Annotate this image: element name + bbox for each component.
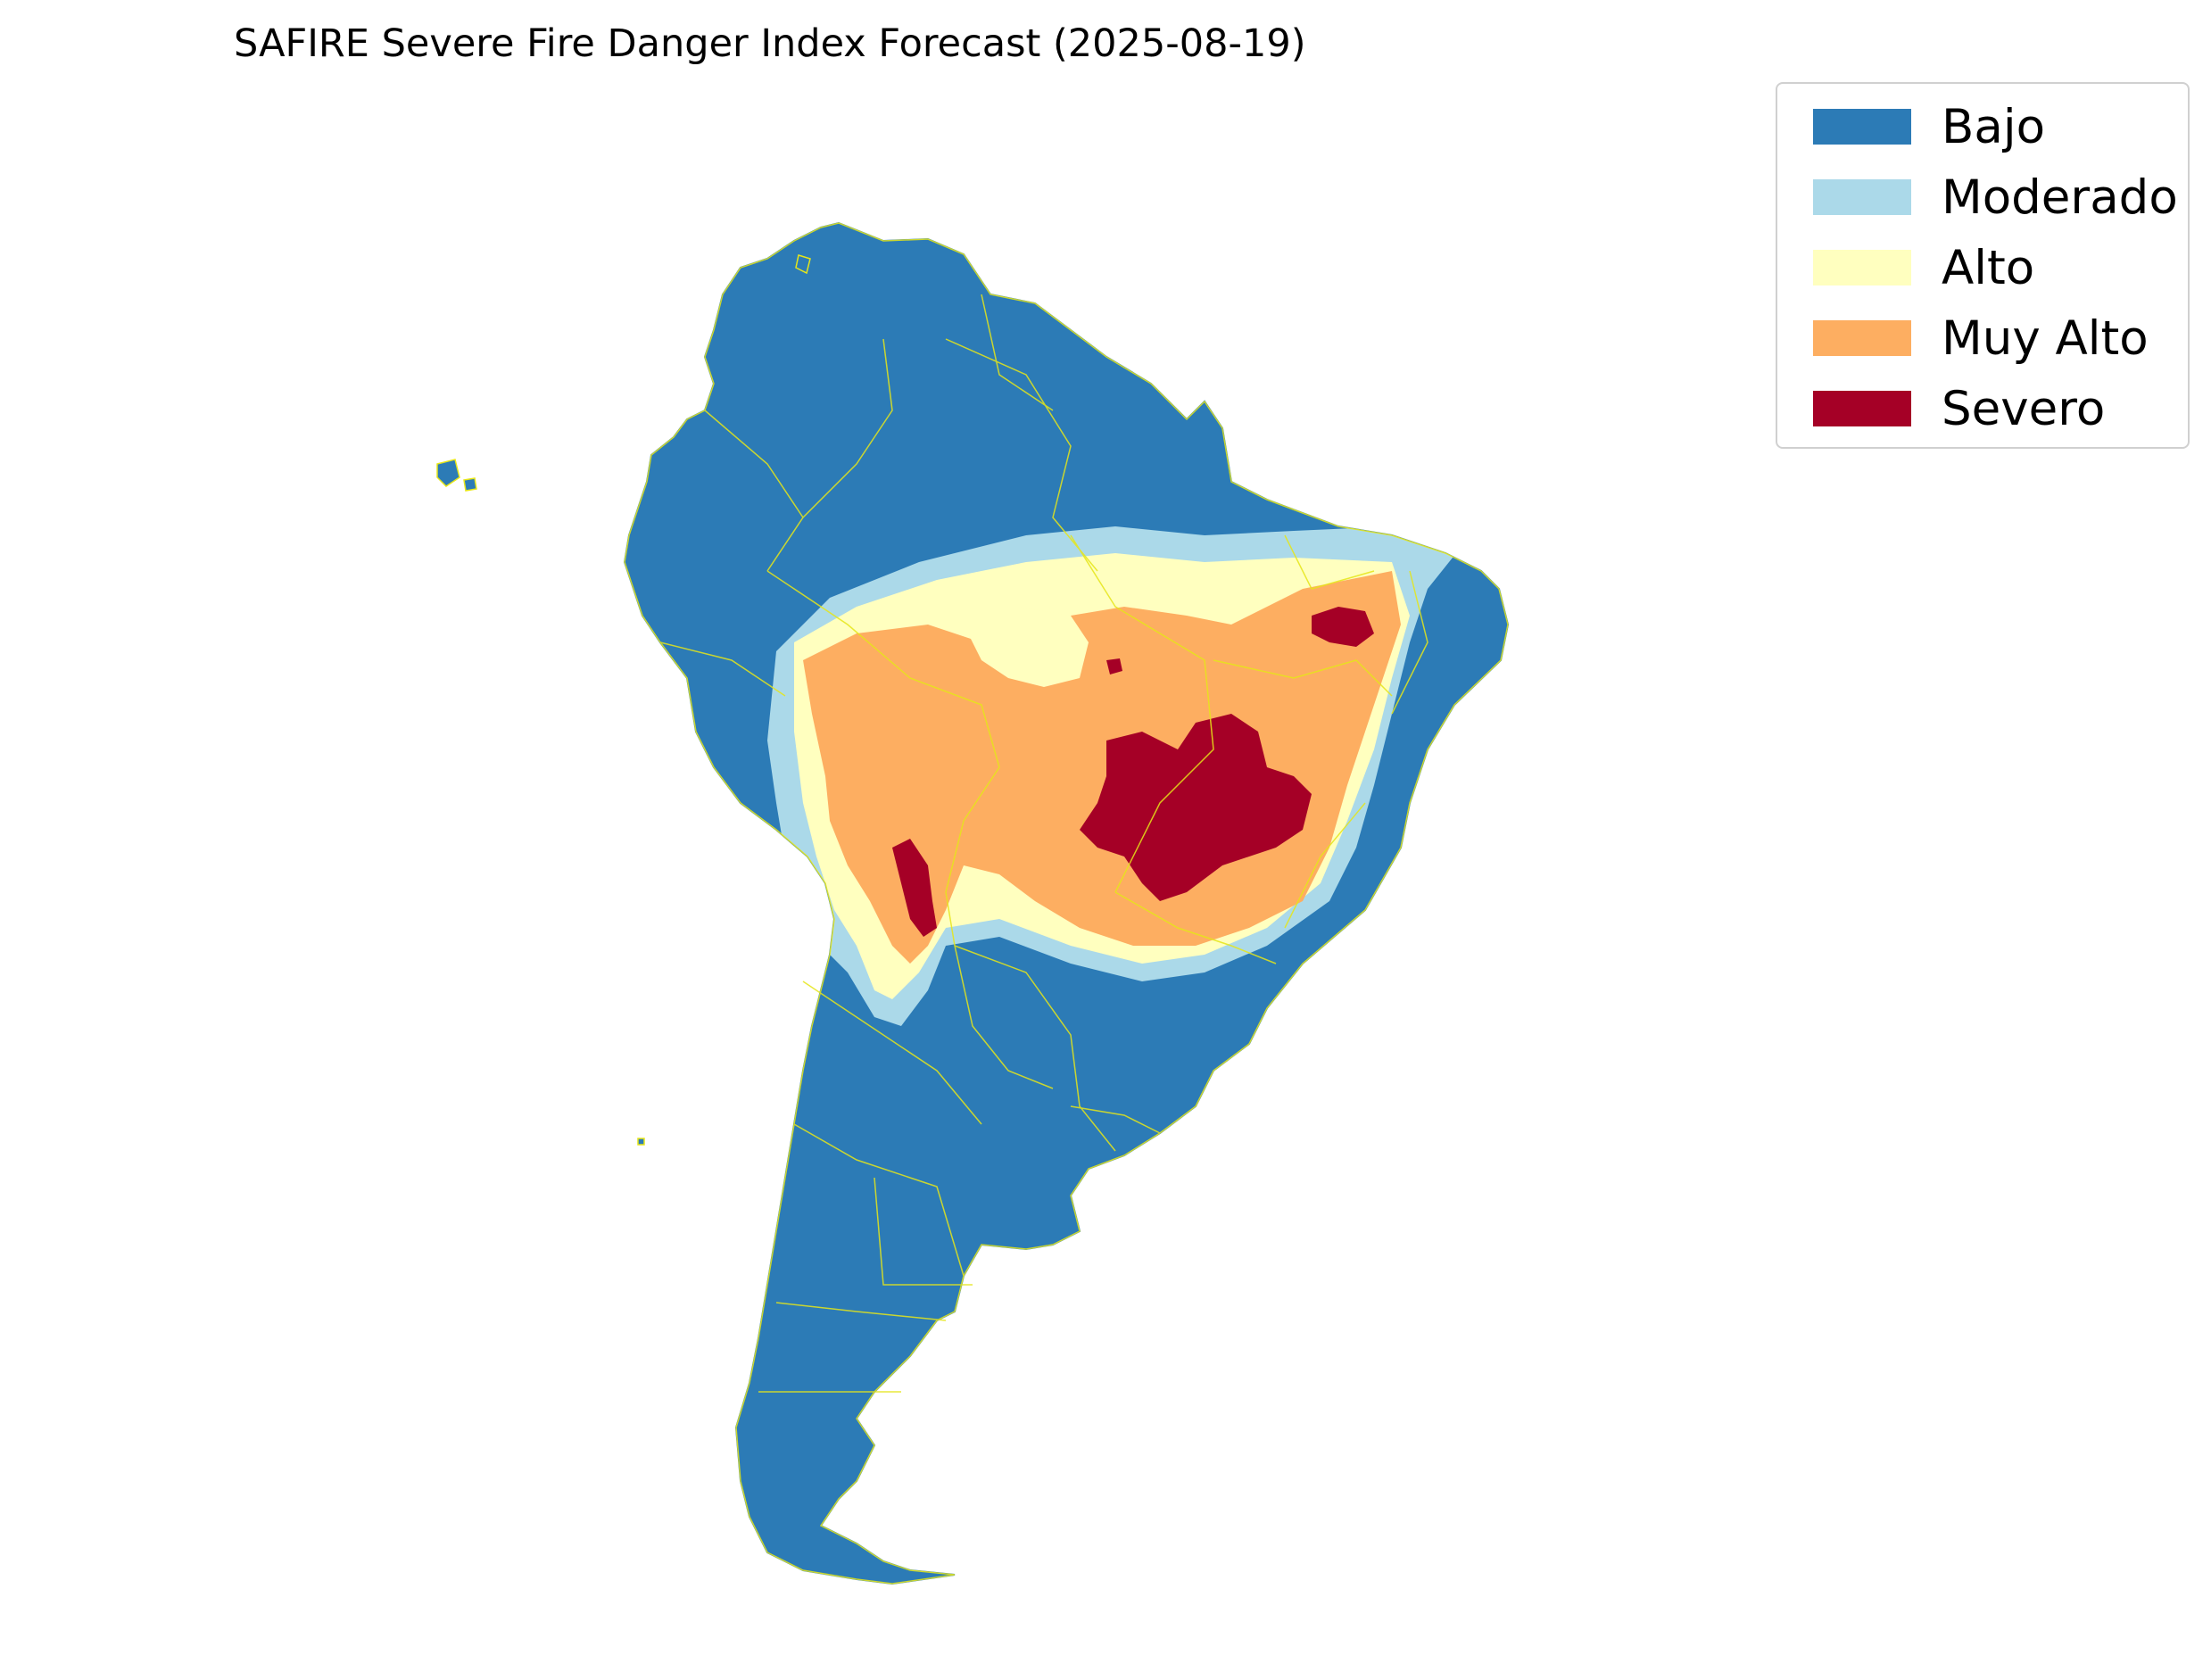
legend-item-muy-alto: Muy Alto bbox=[1795, 301, 2179, 366]
legend-swatch-bajo bbox=[1813, 109, 1911, 145]
legend-item-bajo: Bajo bbox=[1795, 89, 2179, 154]
zone-severo-southwest bbox=[892, 839, 937, 937]
legend-item-severo: Severo bbox=[1795, 371, 2179, 436]
zone-severo-northeast bbox=[1312, 607, 1374, 647]
zone-severo-central bbox=[1080, 714, 1312, 901]
legend-label-bajo: Bajo bbox=[1942, 100, 2045, 154]
admin-borders bbox=[624, 222, 1509, 1585]
legend-label-moderado: Moderado bbox=[1942, 170, 2178, 225]
legend-swatch-alto bbox=[1813, 250, 1911, 286]
legend-label-alto: Alto bbox=[1942, 241, 2035, 295]
legend-swatch-severo bbox=[1813, 391, 1911, 426]
map-title: SAFIRE Severe Fire Danger Index Forecast… bbox=[234, 21, 1306, 66]
legend: Bajo Moderado Alto Muy Alto Severo bbox=[1776, 82, 2190, 449]
legend-swatch-muy-alto bbox=[1813, 320, 1911, 356]
zone-alto-inset bbox=[964, 607, 1089, 687]
legend-item-moderado: Moderado bbox=[1795, 160, 2179, 225]
legend-item-alto: Alto bbox=[1795, 230, 2179, 295]
legend-swatch-moderado bbox=[1813, 179, 1911, 215]
legend-label-muy-alto: Muy Alto bbox=[1942, 311, 2149, 366]
islands bbox=[436, 254, 811, 1146]
legend-label-severo: Severo bbox=[1942, 382, 2106, 436]
zone-severo-small bbox=[1106, 658, 1122, 674]
